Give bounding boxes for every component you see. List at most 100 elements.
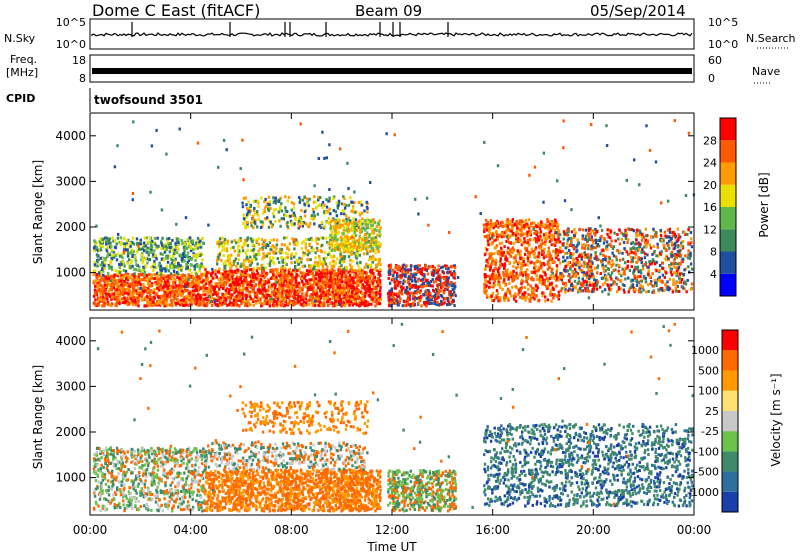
data-cell [347,291,350,295]
data-cell [261,246,264,250]
data-cell [318,203,321,207]
data-cell [408,296,411,300]
data-cell [273,286,277,290]
data-cell [402,282,405,286]
data-cell [333,270,337,274]
data-cell [343,197,346,201]
data-cell [536,255,540,259]
data-cell [416,270,420,274]
data-cell [183,255,187,259]
data-cell [415,285,419,289]
data-cell [322,304,325,308]
data-cell [153,265,156,269]
data-cell [535,233,538,237]
data-cell [390,287,393,291]
data-cell [313,265,316,269]
data-cell [428,300,431,304]
data-cell [191,285,195,289]
data-cell [300,217,303,221]
data-cell [167,275,170,278]
data-cell [450,273,453,277]
data-cell [261,242,264,246]
data-cell [550,243,554,247]
data-cell [353,240,356,244]
data-cell [492,285,495,289]
data-cell [290,223,293,227]
data-cell [379,298,382,302]
data-cell [126,282,129,285]
data-cell [233,259,236,263]
data-cell [415,297,419,301]
data-cell [378,292,381,296]
data-cell [284,251,288,255]
data-cell [216,241,219,245]
data-cell [291,271,294,275]
data-cell [112,250,116,254]
data-cell [252,280,255,283]
data-cell [102,295,105,299]
data-cell [436,301,439,304]
data-cell [544,239,547,243]
data-cell [290,256,293,260]
data-cell [222,254,225,258]
data-cell [329,302,332,305]
data-cell [330,264,333,268]
data-cell [319,275,323,279]
data-cell [196,255,199,259]
data-cell [353,268,356,272]
data-cell [341,260,344,264]
data-cell [286,283,289,287]
data-cell [286,277,289,281]
cpid-value: twofsound 3501 [94,93,203,107]
data-cell [253,209,256,212]
data-cell [317,237,320,241]
data-cell [532,287,536,291]
data-cell [331,231,334,235]
data-cell [428,265,432,269]
data-cell [214,269,217,273]
data-cell [514,254,517,257]
data-cell [230,253,233,257]
data-cell [334,224,338,228]
data-cell [296,282,299,286]
data-cell [453,276,456,280]
data-cell [286,210,289,214]
data-cell [131,294,135,298]
data-cell [239,276,243,280]
data-cell [342,267,345,271]
data-cell [126,239,129,243]
data-cell [345,280,349,284]
data-cell [268,298,271,302]
data-cell [396,284,400,288]
data-cell [411,279,414,283]
data-cell [412,301,415,305]
data-cell [490,225,493,229]
data-cell [366,279,369,283]
data-cell [157,288,161,292]
data-cell [206,276,210,280]
data-cell [215,275,219,279]
data-cell [153,259,156,263]
data-cell [272,215,276,219]
data-cell [259,282,262,286]
data-cell [174,301,177,305]
data-cell [215,284,219,288]
data-cell [187,283,190,287]
data-cell [418,270,421,274]
data-cell [107,289,111,293]
data-cell [256,262,259,266]
data-cell [375,269,379,272]
data-cell [263,209,267,213]
data-cell [237,280,240,284]
data-cell [351,238,355,242]
data-cell [334,238,337,242]
data-cell [314,256,317,260]
freq-frame [89,54,695,83]
data-cell [356,274,360,278]
data-cell [161,252,164,256]
data-cell [269,220,272,224]
data-cell [168,295,172,299]
data-cell [355,225,358,228]
data-cell [165,254,168,258]
data-cell [413,265,416,268]
